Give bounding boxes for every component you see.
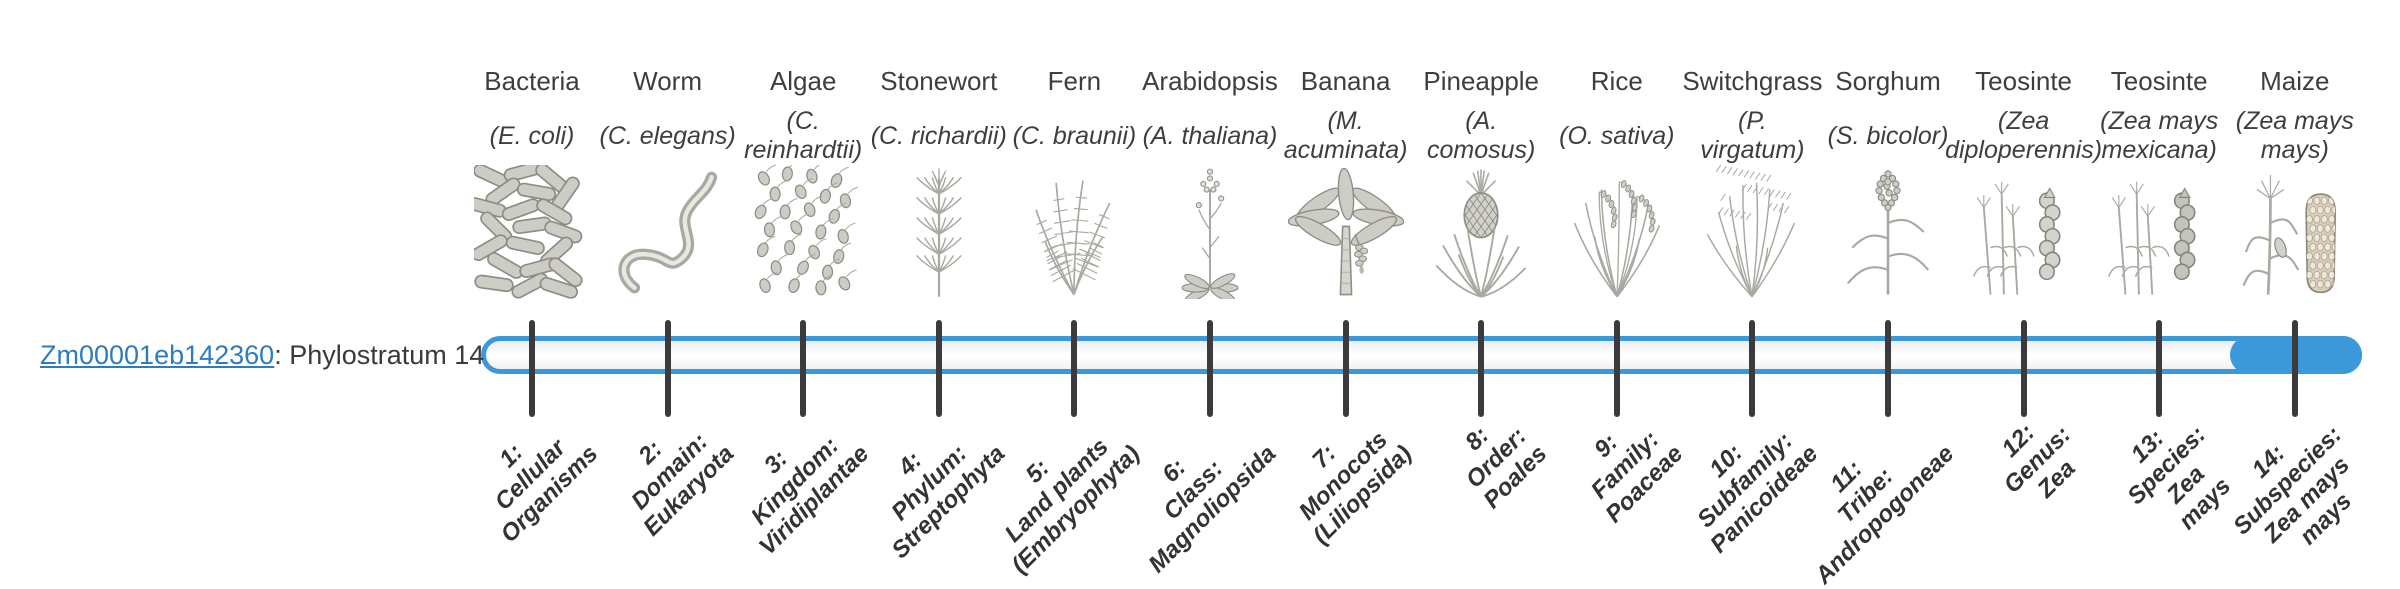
teosinte-diploperennis-icon — [1966, 165, 2082, 299]
timeline-tick — [936, 320, 942, 417]
timeline-tick — [2156, 320, 2162, 417]
sorghum-icon — [1830, 165, 1946, 299]
phylostratum-label: 7: Monocots (Liliopsida) — [1269, 402, 1417, 550]
gene-label-suffix: : Phylostratum 14 — [274, 340, 484, 370]
timeline-tick — [1478, 320, 1484, 417]
pineapple-icon — [1423, 165, 1539, 299]
gene-label: Zm00001eb142360: Phylostratum 14 — [40, 340, 484, 371]
timeline-tick — [529, 320, 535, 417]
stonewort-icon — [881, 165, 997, 299]
organism-species-name: (Zea mays mays) — [2180, 100, 2400, 172]
algae-icon — [745, 165, 861, 299]
gene-id-link[interactable]: Zm00001eb142360 — [40, 340, 274, 370]
switchgrass-icon — [1694, 165, 1810, 299]
teosinte-mexicana-icon — [2101, 165, 2217, 299]
phylostratum-label: 1: Cellular Organisms — [457, 402, 603, 548]
arabidopsis-icon — [1152, 165, 1268, 299]
organism-common-name: Maize — [2180, 66, 2400, 96]
timeline-tick — [1749, 320, 1755, 417]
timeline-tick — [1885, 320, 1891, 417]
phylostratum-label: 5: Land plants (Embryophyta) — [969, 402, 1146, 579]
timeline-tick — [665, 320, 671, 417]
timeline-tick — [2021, 320, 2027, 417]
timeline-tick — [800, 320, 806, 417]
banana-icon — [1288, 165, 1404, 299]
timeline-tick — [1207, 320, 1213, 417]
phylostratum-label: 6: Class: Magnoliopsida — [1105, 402, 1281, 578]
rice-icon — [1559, 165, 1675, 299]
phylostratum-label: 3: Kingdom: Viridiplantae — [716, 402, 875, 561]
organism-column-14: Maize (Zea mays mays) 14: Subspecies: Ze… — [2210, 0, 2380, 580]
worm-icon — [610, 165, 726, 299]
timeline-tick — [2292, 320, 2298, 417]
maize-icon — [2237, 165, 2353, 299]
timeline-tick — [1614, 320, 1620, 417]
timeline-tick — [1071, 320, 1077, 417]
fern-icon — [1016, 165, 1132, 299]
bacteria-icon — [474, 165, 590, 299]
phylostratum-label: 14: Subspecies: Zea mays mays — [2209, 402, 2385, 578]
timeline-tick — [1343, 320, 1349, 417]
